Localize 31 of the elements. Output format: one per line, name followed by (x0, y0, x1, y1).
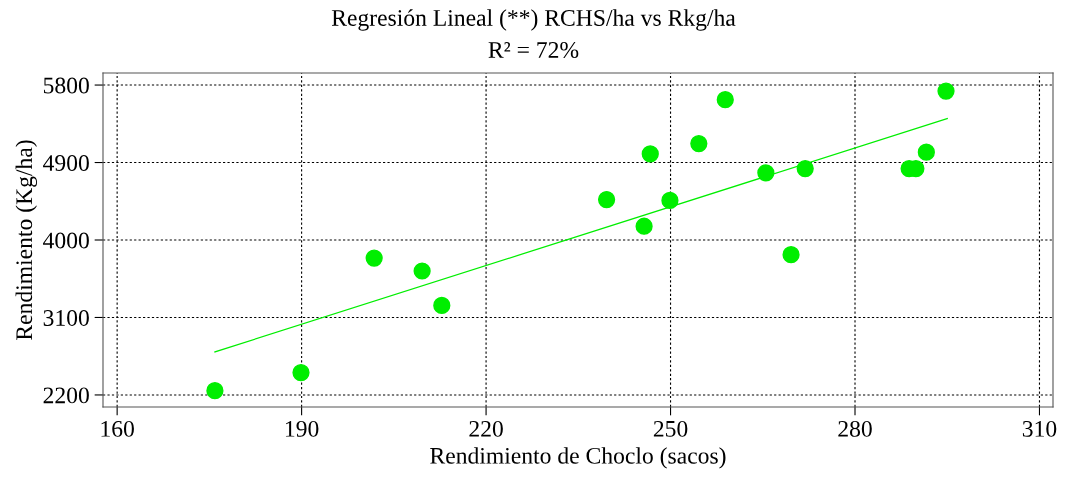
point (690, 134, 708, 153)
point (641, 145, 659, 163)
point (937, 82, 955, 100)
point (206, 382, 224, 400)
x-tick-label: 190 (285, 420, 319, 437)
x-tick-label: 310 (1022, 420, 1057, 437)
point (365, 249, 383, 267)
y-axis-title: Rendimiento (Kg/ha) (15, 140, 38, 340)
point (757, 164, 775, 182)
point (716, 91, 734, 109)
point (796, 159, 814, 178)
point (635, 217, 653, 235)
y-tick-label: 5800 (43, 77, 89, 94)
x-axis-title: Rendimiento de Choclo (sacos) (430, 447, 726, 469)
chart-subtitle: R² = 72% (488, 41, 579, 58)
point (413, 262, 431, 280)
y-tick-label: 4900 (43, 155, 89, 171)
point (661, 191, 679, 210)
y-tick-label: 2200 (43, 387, 89, 404)
point (433, 296, 451, 315)
x-tick-label: 160 (101, 420, 134, 437)
point (597, 190, 616, 209)
x-tick-label: 250 (653, 420, 688, 437)
y-tick-label: 4000 (43, 232, 89, 249)
chart-title: Regresión Lineal (**) RCHS/ha vs Rkg/ha (331, 9, 736, 31)
point (917, 143, 935, 161)
point (292, 363, 310, 382)
point (782, 246, 800, 264)
x-tick-label: 280 (838, 420, 872, 437)
y-tick-label: 3100 (43, 309, 89, 326)
x-tick-label: 220 (469, 420, 503, 437)
